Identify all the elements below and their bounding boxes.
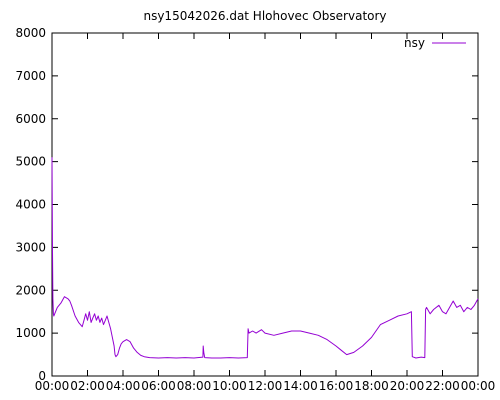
x-tick-label: 20:00 (390, 379, 425, 393)
y-tick-label: 7000 (15, 69, 46, 83)
x-tick-label: 00:00 (35, 379, 70, 393)
series-layer (51, 157, 479, 359)
y-tick-label: 1000 (15, 326, 46, 340)
y-tick-label: 6000 (15, 112, 46, 126)
x-tick-label: 22:00 (425, 379, 460, 393)
x-tick-label: 04:00 (106, 379, 141, 393)
series-line-nsy (51, 157, 479, 359)
chart-title: nsy15042026.dat Hlohovec Observatory (143, 9, 386, 23)
x-axis: 00:00 02:00 04:00 06:00 08:00 10:00 12:00 14:00… (35, 33, 496, 393)
plot-frame (51, 32, 479, 377)
x-tick-label: 08:00 (177, 379, 212, 393)
y-tick-label: 8000 (15, 26, 46, 40)
y-tick-label: 2000 (15, 283, 46, 297)
x-tick-label: 12:00 (248, 379, 283, 393)
y-tick-label: 4000 (15, 198, 46, 212)
x-tick-label: 00:00 (461, 379, 496, 393)
y-axis: 0 1000 2000 3000 4000 5000 6000 7000 8000 (15, 26, 478, 383)
x-tick-label: 06:00 (141, 379, 176, 393)
x-tick-label: 02:00 (70, 379, 105, 393)
x-tick-label: 14:00 (283, 379, 318, 393)
legend: nsy (404, 36, 466, 50)
x-tick-label: 18:00 (354, 379, 389, 393)
x-tick-label: 10:00 (212, 379, 247, 393)
legend-label-nsy: nsy (404, 36, 425, 50)
y-tick-label: 3000 (15, 240, 46, 254)
y-tick-label: 5000 (15, 155, 46, 169)
x-tick-label: 16:00 (319, 379, 354, 393)
y-tick-label: 0 (38, 369, 46, 383)
